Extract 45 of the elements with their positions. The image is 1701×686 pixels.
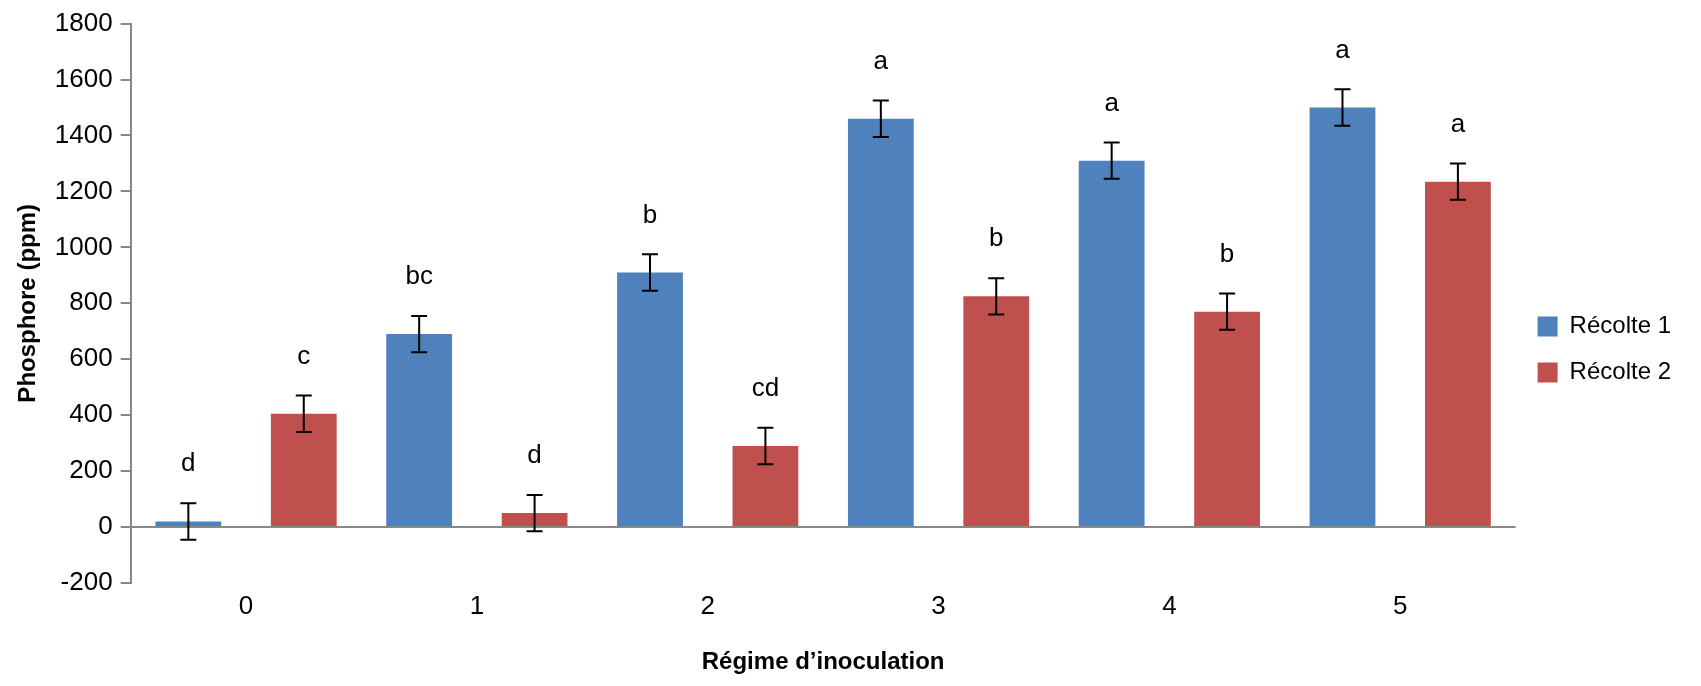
bar	[501, 513, 568, 527]
y-axis-title: Phosphore (ppm)	[13, 203, 41, 403]
bar	[1078, 160, 1145, 527]
bar	[155, 521, 222, 527]
data-label: b	[642, 198, 658, 229]
bar	[732, 445, 799, 527]
y-tick-label: 1000	[54, 230, 113, 261]
y-tick-label: 0	[98, 510, 113, 541]
x-tick-label: 3	[931, 589, 946, 620]
bar	[386, 334, 453, 527]
data-label: cd	[751, 371, 780, 402]
data-label: d	[527, 439, 542, 470]
bar	[1309, 107, 1376, 527]
legend-label: Récolte 1	[1569, 311, 1671, 339]
y-tick-label: 1400	[54, 118, 113, 149]
y-tick-label: 600	[69, 342, 113, 373]
bar	[847, 118, 914, 527]
y-tick-label: 400	[69, 398, 113, 429]
x-tick-label: 2	[700, 589, 715, 620]
data-label: a	[1104, 86, 1120, 117]
y-tick-label: 1600	[54, 62, 113, 93]
bar	[1425, 181, 1491, 527]
data-label: b	[989, 222, 1004, 253]
data-label: a	[873, 44, 889, 75]
data-label: d	[181, 447, 196, 478]
y-tick-label: 800	[69, 286, 113, 317]
bar	[617, 272, 683, 527]
x-tick-label: 1	[469, 589, 485, 620]
data-label: b	[1219, 237, 1235, 268]
y-tick-label: 1800	[54, 6, 113, 37]
x-axis-title: Régime d’inoculation	[701, 647, 945, 675]
bar	[270, 413, 337, 527]
data-label: a	[1335, 33, 1351, 64]
data-label: a	[1450, 107, 1466, 138]
x-tick-label: 4	[1162, 589, 1177, 620]
data-label: bc	[405, 260, 433, 291]
y-tick-label: 200	[69, 454, 113, 485]
x-tick-label: 0	[238, 589, 254, 620]
y-tick-label: 1200	[54, 174, 113, 205]
data-label: c	[297, 339, 311, 370]
bar	[1194, 311, 1260, 527]
y-tick-label: -200	[60, 566, 113, 597]
legend-label: Récolte 2	[1569, 357, 1671, 385]
bar	[963, 296, 1030, 527]
x-tick-label: 5	[1392, 589, 1408, 620]
